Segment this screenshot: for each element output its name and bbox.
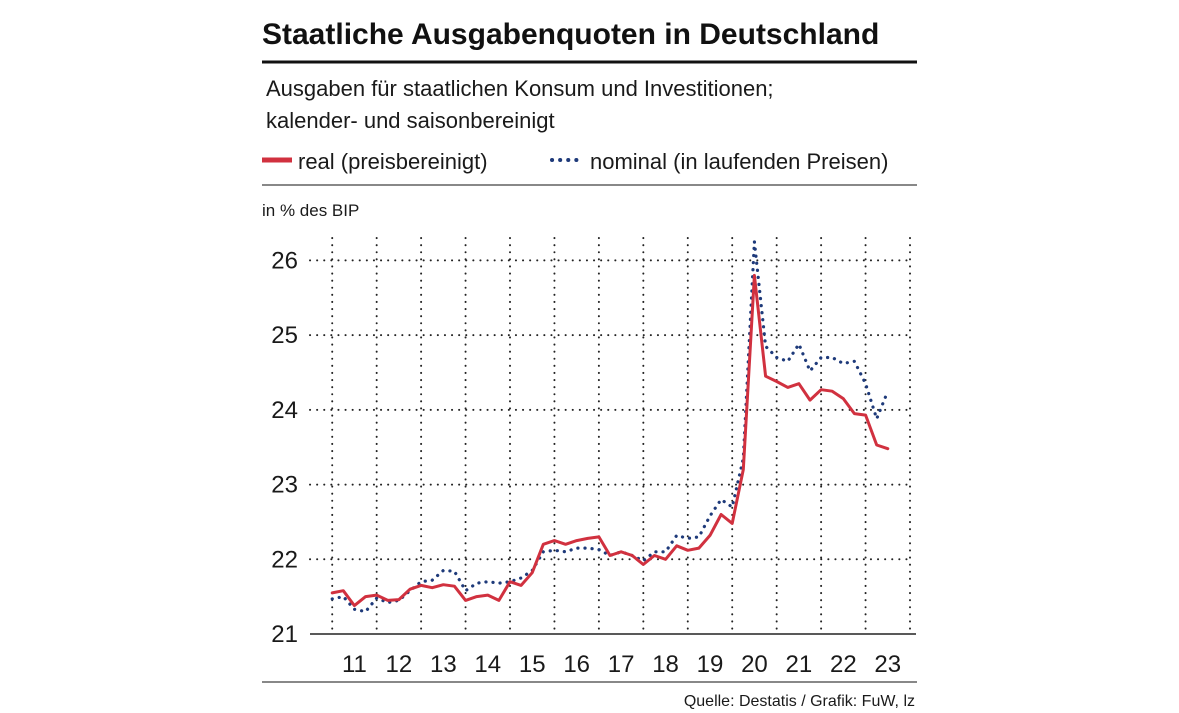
x-tick-label: 12 — [386, 651, 413, 678]
x-tick-label: 14 — [474, 651, 501, 678]
series-lines — [330, 240, 890, 614]
source-note: Quelle: Destatis / Grafik: FuW, lz — [684, 693, 915, 710]
x-tick-label: 22 — [830, 651, 857, 678]
y-axis-unit-label: in % des BIP — [262, 201, 359, 220]
x-tick-label: 16 — [563, 651, 590, 678]
series-line-real — [330, 273, 890, 608]
y-tick-label: 26 — [271, 247, 298, 274]
x-tick-label: 20 — [741, 651, 768, 678]
y-tick-label: 21 — [271, 621, 298, 648]
x-tick-label: 18 — [652, 651, 679, 678]
series-line-nominal — [330, 240, 890, 614]
y-tick-label: 23 — [271, 472, 298, 499]
chart-title: Staatliche Ausgabenquoten in Deutschland — [262, 18, 879, 51]
y-axis-ticks: 21 22 23 24 25 26 — [271, 247, 298, 648]
legend-label-nominal: nominal (in laufenden Preisen) — [590, 149, 888, 174]
x-tick-label: 15 — [519, 651, 546, 678]
y-tick-label: 25 — [271, 322, 298, 349]
x-axis-ticks: 11 12 13 14 15 16 17 18 19 20 21 22 23 — [342, 651, 901, 678]
y-tick-label: 22 — [271, 546, 298, 573]
x-tick-label: 17 — [608, 651, 635, 678]
x-tick-label: 13 — [430, 651, 457, 678]
x-tick-label: 21 — [786, 651, 813, 678]
x-tick-label: 23 — [874, 651, 901, 678]
gridlines — [309, 237, 916, 635]
x-tick-label: 19 — [697, 651, 724, 678]
x-tick-label: 11 — [342, 651, 367, 678]
chart-subtitle-line-1: Ausgaben für staatlichen Konsum und Inve… — [266, 76, 774, 101]
legend-label-real: real (preisbereinigt) — [298, 149, 488, 174]
legend: real (preisbereinigt) nominal (in laufen… — [262, 149, 888, 174]
y-tick-label: 24 — [271, 397, 298, 424]
chart-subtitle-line-2: kalender- und saisonbereinigt — [266, 108, 555, 133]
